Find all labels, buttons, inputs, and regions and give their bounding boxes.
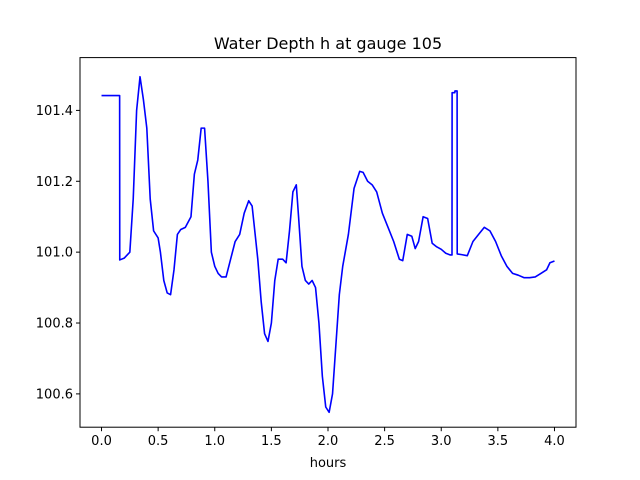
x-tick-label: 0.0 <box>91 434 112 449</box>
x-tick-label: 2.0 <box>318 434 339 449</box>
y-tick-label: 100.8 <box>36 317 73 332</box>
x-tick-label: 3.0 <box>431 434 452 449</box>
x-tick-label: 1.5 <box>261 434 282 449</box>
x-axis-label: hours <box>310 456 347 471</box>
y-tick-label: 100.6 <box>36 387 73 402</box>
series-line-0 <box>101 75 555 414</box>
chart-title: Water Depth h at gauge 105 <box>214 34 442 53</box>
x-tick-label: 4.0 <box>544 434 565 449</box>
y-tick-label: 101.0 <box>36 246 73 261</box>
y-tick-label: 101.2 <box>36 175 73 190</box>
x-tick-label: 2.5 <box>374 434 395 449</box>
series-layer <box>101 75 555 414</box>
x-tick-label: 3.5 <box>488 434 509 449</box>
x-tick-label: 0.5 <box>148 434 169 449</box>
x-tick-label: 1.0 <box>204 434 225 449</box>
y-axis: 100.6 100.8 101.0 101.2 101.4 <box>36 104 80 402</box>
x-axis: 0.0 0.5 1.0 1.5 2.0 2.5 3.0 3.5 4.0 <box>91 427 565 449</box>
y-tick-label: 101.4 <box>36 104 73 119</box>
